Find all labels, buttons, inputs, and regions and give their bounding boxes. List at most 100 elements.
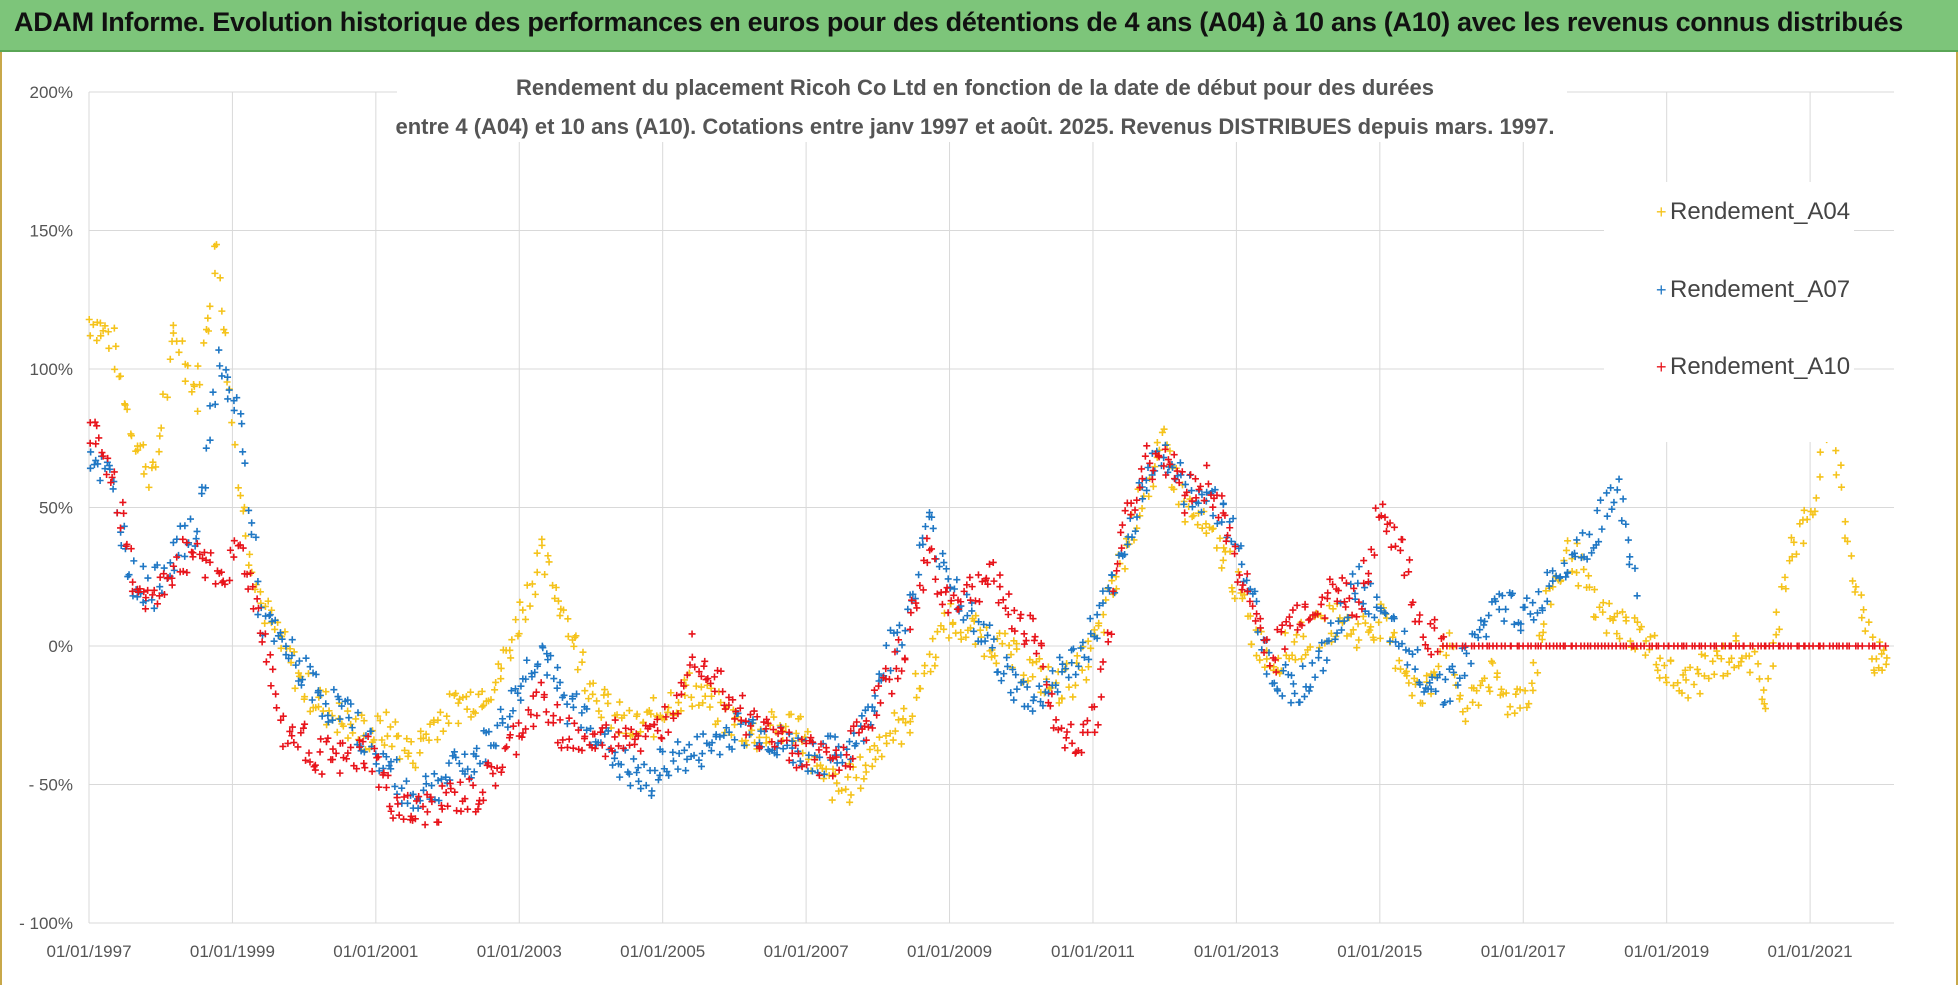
data-point — [1782, 585, 1790, 593]
data-point — [452, 689, 460, 697]
data-point — [1618, 517, 1626, 525]
data-point — [692, 682, 700, 690]
data-point — [1788, 553, 1796, 561]
data-point — [1592, 613, 1600, 621]
data-point — [1340, 617, 1348, 625]
x-tick-label: 01/01/2021 — [1768, 942, 1853, 961]
data-point — [402, 777, 410, 785]
data-point — [1724, 670, 1732, 678]
data-point — [386, 723, 394, 731]
data-point — [1379, 500, 1387, 508]
data-point — [324, 718, 332, 726]
data-point — [1476, 681, 1484, 689]
data-point — [862, 717, 870, 725]
data-point — [1383, 527, 1391, 535]
data-point — [1321, 614, 1329, 622]
data-point — [1360, 579, 1368, 587]
data-point — [467, 688, 475, 696]
data-point — [1253, 597, 1261, 605]
data-point — [1476, 626, 1484, 634]
data-point — [1498, 592, 1506, 600]
data-point — [569, 703, 577, 711]
x-tick-label: 01/01/2003 — [477, 942, 562, 961]
data-point — [157, 424, 165, 432]
data-point — [895, 636, 903, 644]
data-point — [423, 791, 431, 799]
data-point — [374, 753, 382, 761]
data-point — [278, 635, 286, 643]
data-point — [86, 332, 94, 340]
data-point — [290, 739, 298, 747]
data-point — [1305, 616, 1313, 624]
data-point — [391, 718, 399, 726]
x-tick-label: 01/01/1999 — [190, 942, 275, 961]
data-point — [1441, 675, 1449, 683]
data-point — [1050, 724, 1058, 732]
data-point — [990, 577, 998, 585]
data-point — [1573, 569, 1581, 577]
data-point — [268, 606, 276, 614]
data-point — [875, 733, 883, 741]
data-point — [1403, 661, 1411, 669]
data-point — [435, 818, 443, 826]
data-point — [805, 751, 813, 759]
data-point — [728, 745, 736, 753]
data-point — [163, 393, 171, 401]
data-point — [1319, 667, 1327, 675]
data-point — [338, 702, 346, 710]
data-point — [430, 770, 438, 778]
data-point — [1055, 699, 1063, 707]
data-point — [551, 594, 559, 602]
data-point — [1347, 580, 1355, 588]
data-point — [265, 612, 273, 620]
data-point — [318, 770, 326, 778]
data-point — [1573, 536, 1581, 544]
data-point — [1333, 629, 1341, 637]
data-point — [1506, 703, 1514, 711]
data-point — [245, 506, 253, 514]
data-point — [1093, 611, 1101, 619]
data-point — [1781, 573, 1789, 581]
data-point — [480, 701, 488, 709]
data-point — [1719, 672, 1727, 680]
data-point — [565, 735, 573, 743]
data-point — [1325, 637, 1333, 645]
data-point — [1459, 708, 1467, 716]
data-point — [1149, 482, 1157, 490]
data-point — [742, 731, 750, 739]
data-point — [506, 713, 514, 721]
data-point — [1883, 654, 1891, 662]
data-point — [578, 709, 586, 717]
data-point — [565, 714, 573, 722]
y-tick-label: - 100% — [19, 914, 73, 933]
data-point — [998, 640, 1006, 648]
data-point — [581, 732, 589, 740]
data-point — [1145, 492, 1153, 500]
data-point — [1772, 608, 1780, 616]
data-point — [1131, 506, 1139, 514]
data-point — [543, 671, 551, 679]
data-point — [690, 751, 698, 759]
data-point — [236, 492, 244, 500]
data-point — [312, 670, 320, 678]
data-point — [882, 665, 890, 673]
data-point — [1710, 670, 1718, 678]
data-point — [855, 729, 863, 737]
data-point — [1397, 665, 1405, 673]
data-point — [620, 711, 628, 719]
data-point — [1181, 518, 1189, 526]
data-point — [1301, 693, 1309, 701]
x-tick-label: 01/01/2019 — [1624, 942, 1709, 961]
data-point — [380, 769, 388, 777]
data-point — [701, 692, 709, 700]
data-point — [1270, 679, 1278, 687]
data-point — [926, 650, 934, 658]
data-point — [1598, 525, 1606, 533]
data-point — [901, 627, 909, 635]
data-point — [695, 756, 703, 764]
data-point — [697, 672, 705, 680]
data-point — [654, 776, 662, 784]
data-point — [777, 737, 785, 745]
data-point — [1799, 539, 1807, 547]
data-point — [347, 743, 355, 751]
